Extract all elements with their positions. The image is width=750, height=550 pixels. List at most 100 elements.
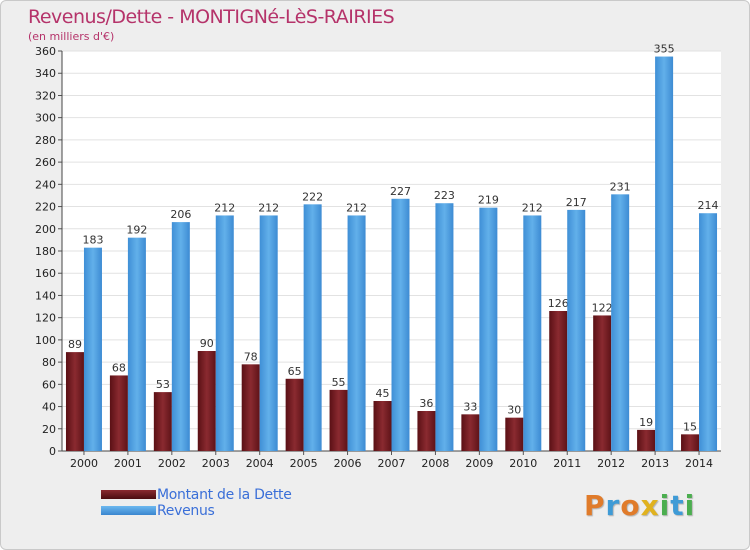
bar-revenue bbox=[127, 237, 146, 451]
x-tick-label: 2000 bbox=[70, 457, 98, 470]
bar-debt bbox=[153, 392, 172, 451]
y-tick-label: 280 bbox=[35, 134, 56, 147]
bar-revenue bbox=[479, 207, 498, 451]
bar-debt-label: 53 bbox=[156, 378, 170, 391]
y-tick-label: 20 bbox=[42, 423, 56, 436]
bar-revenue-label: 231 bbox=[610, 180, 631, 193]
y-tick-label: 60 bbox=[42, 378, 56, 391]
y-tick-label: 140 bbox=[35, 289, 56, 302]
bar-debt bbox=[241, 364, 260, 451]
bar-debt bbox=[505, 417, 524, 451]
x-tick-label: 2006 bbox=[334, 457, 362, 470]
bar-debt-label: 68 bbox=[112, 361, 126, 374]
x-tick-label: 2004 bbox=[246, 457, 274, 470]
bar-revenue-label: 212 bbox=[522, 201, 543, 214]
y-tick-label: 340 bbox=[35, 67, 56, 80]
bar-debt bbox=[285, 378, 304, 451]
bar-debt bbox=[681, 434, 700, 451]
y-tick-label: 0 bbox=[49, 445, 56, 458]
x-tick-label: 2012 bbox=[597, 457, 625, 470]
x-tick-label: 2013 bbox=[641, 457, 669, 470]
bar-revenue-label: 212 bbox=[258, 201, 279, 214]
logo-letter: P bbox=[584, 489, 606, 522]
bar-debt bbox=[197, 351, 216, 451]
bar-debt bbox=[461, 414, 480, 451]
bar-revenue-label: 212 bbox=[346, 201, 367, 214]
x-tick-label: 2014 bbox=[685, 457, 713, 470]
y-tick-label: 240 bbox=[35, 178, 56, 191]
bar-revenue bbox=[523, 215, 542, 451]
x-tick-label: 2002 bbox=[158, 457, 186, 470]
logo-letter: i bbox=[684, 489, 696, 522]
x-tick-label: 2005 bbox=[290, 457, 318, 470]
bar-revenue-label: 227 bbox=[390, 185, 411, 198]
bar-revenue bbox=[567, 209, 586, 451]
y-tick-label: 200 bbox=[35, 223, 56, 236]
legend-swatch-debt bbox=[101, 490, 156, 499]
y-tick-label: 320 bbox=[35, 89, 56, 102]
bar-debt-label: 15 bbox=[683, 420, 697, 433]
legend-label-revenue: Revenus bbox=[157, 503, 215, 519]
bar-revenue-label: 192 bbox=[126, 224, 147, 237]
bar-debt-label: 30 bbox=[507, 404, 521, 417]
legend-swatch-revenue bbox=[101, 506, 156, 515]
y-tick-label: 100 bbox=[35, 334, 56, 347]
bar-revenue bbox=[655, 56, 674, 452]
bar-debt-label: 78 bbox=[244, 350, 258, 363]
logo-letter: i bbox=[659, 489, 671, 522]
bar-debt-label: 45 bbox=[376, 387, 390, 400]
bar-debt-label: 122 bbox=[592, 301, 613, 314]
bar-revenue-label: 206 bbox=[170, 208, 191, 221]
bar-revenue bbox=[391, 198, 410, 451]
bar-revenue-label: 214 bbox=[698, 199, 719, 212]
bar-revenue bbox=[215, 215, 234, 451]
logo-letter: r bbox=[605, 489, 621, 522]
y-tick-label: 220 bbox=[35, 201, 56, 214]
bar-revenue bbox=[435, 203, 454, 451]
proxiti-logo: Proxiti bbox=[584, 489, 695, 522]
bar-debt bbox=[417, 411, 436, 451]
legend-label-debt: Montant de la Dette bbox=[157, 487, 292, 503]
bar-revenue-label: 217 bbox=[566, 196, 587, 209]
bar-debt bbox=[373, 401, 392, 451]
bar-debt-label: 89 bbox=[68, 338, 82, 351]
bar-debt bbox=[549, 311, 568, 451]
bar-revenue bbox=[303, 204, 322, 451]
x-tick-label: 2010 bbox=[509, 457, 537, 470]
bar-revenue-label: 212 bbox=[214, 201, 235, 214]
bar-debt-label: 126 bbox=[548, 297, 569, 310]
chart-subtitle: (en milliers d'€) bbox=[28, 30, 115, 43]
bar-revenue-label: 223 bbox=[434, 189, 455, 202]
bar-debt bbox=[329, 389, 348, 451]
bar-revenue-label: 183 bbox=[82, 234, 103, 247]
bar-debt bbox=[65, 352, 84, 451]
bar-debt-label: 19 bbox=[639, 416, 653, 429]
y-tick-label: 80 bbox=[42, 356, 56, 369]
x-tick-label: 2007 bbox=[378, 457, 406, 470]
bar-revenue bbox=[171, 222, 190, 451]
y-tick-label: 180 bbox=[35, 245, 56, 258]
x-tick-label: 2009 bbox=[465, 457, 493, 470]
logo-letter: x bbox=[640, 489, 660, 522]
bar-revenue bbox=[347, 215, 366, 451]
bar-revenue bbox=[611, 194, 630, 452]
bar-debt bbox=[109, 375, 128, 451]
x-tick-label: 2011 bbox=[553, 457, 581, 470]
bar-revenue-label: 355 bbox=[654, 43, 675, 56]
bar-debt bbox=[637, 429, 656, 451]
bar-revenue bbox=[259, 215, 278, 451]
chart-title: Revenus/Dette - MONTIGNé-LèS-RAIRIES bbox=[28, 6, 395, 28]
bar-revenue-label: 222 bbox=[302, 190, 323, 203]
x-tick-label: 2008 bbox=[421, 457, 449, 470]
bar-revenue bbox=[83, 247, 102, 451]
bar-revenue-label: 219 bbox=[478, 194, 499, 207]
logo-letter: t bbox=[670, 489, 685, 522]
y-tick-label: 120 bbox=[35, 312, 56, 325]
logo-letter: o bbox=[620, 489, 641, 522]
x-tick-label: 2001 bbox=[114, 457, 142, 470]
y-tick-label: 260 bbox=[35, 156, 56, 169]
bar-debt-label: 36 bbox=[419, 397, 433, 410]
bar-debt-label: 65 bbox=[288, 365, 302, 378]
